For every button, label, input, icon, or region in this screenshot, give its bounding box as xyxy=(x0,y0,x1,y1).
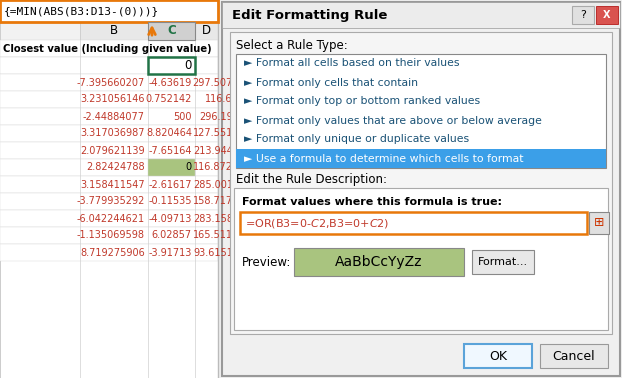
Text: B: B xyxy=(110,25,118,37)
Text: -2.61617: -2.61617 xyxy=(149,180,192,189)
Text: -3.91713: -3.91713 xyxy=(149,248,192,257)
Text: 8.820464: 8.820464 xyxy=(146,129,192,138)
Bar xyxy=(0,244,218,261)
Text: 2.82424788: 2.82424788 xyxy=(86,163,145,172)
Text: ?: ? xyxy=(580,10,586,20)
Text: -7.395660207: -7.395660207 xyxy=(77,77,145,87)
Bar xyxy=(464,344,532,368)
Text: Format values where this formula is true:: Format values where this formula is true… xyxy=(242,197,502,207)
Text: Closest value (Including given value): Closest value (Including given value) xyxy=(3,43,211,54)
Bar xyxy=(222,2,620,376)
Bar xyxy=(540,344,608,368)
Bar xyxy=(0,142,218,159)
Bar xyxy=(294,248,464,276)
Bar xyxy=(80,22,148,40)
Text: 116.66: 116.66 xyxy=(205,94,239,104)
Text: 165.5117: 165.5117 xyxy=(193,231,239,240)
Bar xyxy=(230,32,612,334)
Text: -1.135069598: -1.135069598 xyxy=(77,231,145,240)
Text: 2.079621139: 2.079621139 xyxy=(80,146,145,155)
Bar xyxy=(234,188,608,330)
Text: -4.09713: -4.09713 xyxy=(149,214,192,223)
Text: ► Format only unique or duplicate values: ► Format only unique or duplicate values xyxy=(244,135,469,144)
Bar xyxy=(0,210,218,227)
Bar xyxy=(222,2,620,28)
Bar xyxy=(0,57,218,74)
Bar xyxy=(0,125,218,142)
Bar xyxy=(589,212,609,234)
Text: ► Format only cells that contain: ► Format only cells that contain xyxy=(244,77,418,87)
Text: -4.63619: -4.63619 xyxy=(149,77,192,87)
Text: ⊞: ⊞ xyxy=(594,217,604,229)
Bar xyxy=(0,74,218,91)
Bar xyxy=(240,212,587,234)
Bar xyxy=(236,149,606,168)
Text: OK: OK xyxy=(489,350,507,363)
Bar xyxy=(195,22,218,40)
Text: C: C xyxy=(167,25,176,37)
Text: Select a Rule Type:: Select a Rule Type: xyxy=(236,39,348,53)
Text: D: D xyxy=(202,25,211,37)
Text: ► Use a formula to determine which cells to format: ► Use a formula to determine which cells… xyxy=(244,153,524,164)
Text: 127.5519: 127.5519 xyxy=(193,129,239,138)
Text: 283.1582: 283.1582 xyxy=(193,214,239,223)
Text: AaBbCcYyZz: AaBbCcYyZz xyxy=(335,255,423,269)
Bar xyxy=(148,22,195,40)
Text: 213.9446: 213.9446 xyxy=(193,146,239,155)
Text: 297.5076: 297.5076 xyxy=(193,77,239,87)
Text: -7.65164: -7.65164 xyxy=(149,146,192,155)
Bar xyxy=(472,250,534,274)
Text: ► Format only top or bottom ranked values: ► Format only top or bottom ranked value… xyxy=(244,96,480,107)
Text: 6.02857: 6.02857 xyxy=(152,231,192,240)
Bar xyxy=(572,6,594,24)
Text: =OR(B3=0-$C$2,B3=0+$C$2): =OR(B3=0-$C$2,B3=0+$C$2) xyxy=(245,217,389,229)
Text: -6.042244621: -6.042244621 xyxy=(77,214,145,223)
Bar xyxy=(0,227,218,244)
Text: {=MIN(ABS(B3:D13-(0)))}: {=MIN(ABS(B3:D13-(0)))} xyxy=(4,6,159,16)
Bar xyxy=(148,159,195,176)
Text: -3.779935292: -3.779935292 xyxy=(77,197,145,206)
Text: 0: 0 xyxy=(186,163,192,172)
Text: 285.0015: 285.0015 xyxy=(193,180,239,189)
Bar xyxy=(0,108,218,125)
Bar xyxy=(0,0,218,22)
Text: Format...: Format... xyxy=(478,257,528,267)
Text: 500: 500 xyxy=(174,112,192,121)
Text: 158.7179: 158.7179 xyxy=(193,197,239,206)
Text: 116.8727: 116.8727 xyxy=(193,163,239,172)
Bar xyxy=(0,40,218,57)
Bar xyxy=(0,176,218,193)
Bar xyxy=(0,159,218,176)
Bar xyxy=(148,57,195,74)
Text: 8.719275906: 8.719275906 xyxy=(80,248,145,257)
Text: Edit the Rule Description:: Edit the Rule Description: xyxy=(236,174,387,186)
Text: 3.231056146: 3.231056146 xyxy=(80,94,145,104)
Bar xyxy=(0,91,218,108)
Text: Edit Formatting Rule: Edit Formatting Rule xyxy=(232,8,388,22)
Text: ► Format only values that are above or below average: ► Format only values that are above or b… xyxy=(244,116,542,125)
Text: 296.192: 296.192 xyxy=(199,112,239,121)
Bar xyxy=(236,54,606,168)
Bar xyxy=(0,193,218,210)
Text: 3.317036987: 3.317036987 xyxy=(80,129,145,138)
Text: 3.158411547: 3.158411547 xyxy=(80,180,145,189)
Text: -0.11535: -0.11535 xyxy=(149,197,192,206)
Bar xyxy=(0,22,218,40)
Text: Preview:: Preview: xyxy=(242,256,291,268)
Bar xyxy=(0,0,218,378)
Text: 0: 0 xyxy=(185,59,192,72)
Text: 93.61517: 93.61517 xyxy=(193,248,239,257)
Bar xyxy=(596,6,618,24)
Text: -2.44884077: -2.44884077 xyxy=(83,112,145,121)
Text: 0.752142: 0.752142 xyxy=(146,94,192,104)
Text: Cancel: Cancel xyxy=(553,350,595,363)
Text: X: X xyxy=(603,10,611,20)
Text: ► Format all cells based on their values: ► Format all cells based on their values xyxy=(244,59,460,68)
